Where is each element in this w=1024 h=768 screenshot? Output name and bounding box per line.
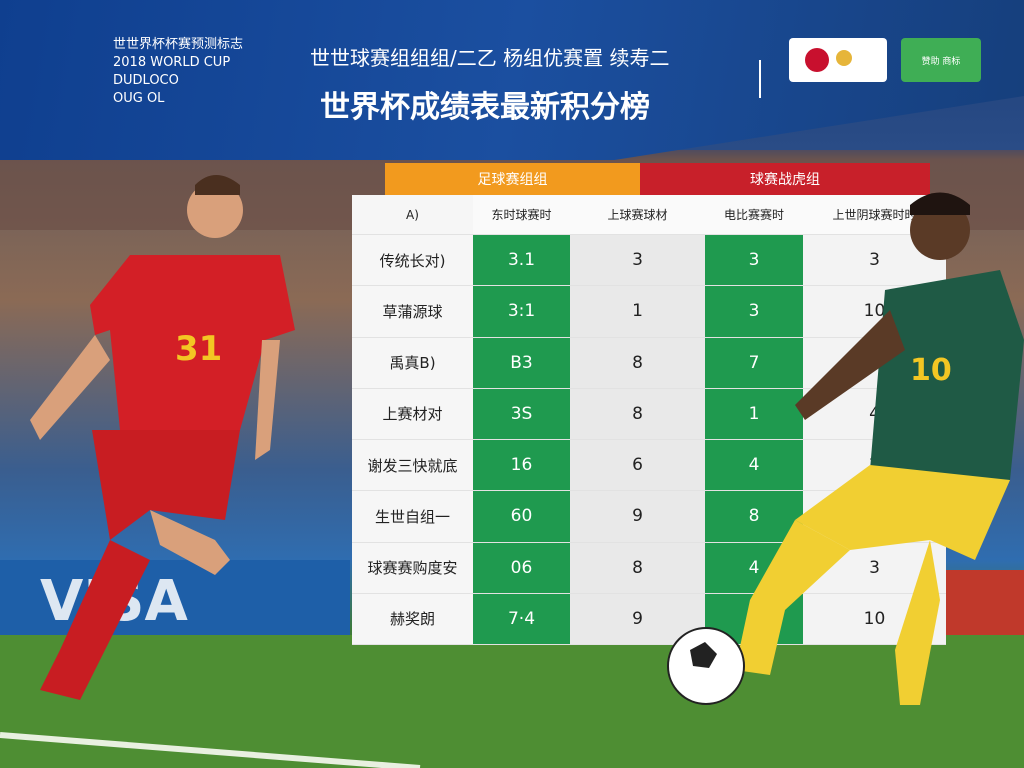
- team-name: 禹真B): [352, 337, 473, 389]
- table-cell: 6: [570, 440, 705, 492]
- table-cell: 7·4: [473, 593, 570, 645]
- sponsor-button[interactable]: 赞助 商标: [901, 38, 981, 82]
- logo-line: OUG OL: [113, 91, 165, 106]
- logo-line: DUDLOCO: [113, 73, 179, 88]
- team-name: 赫奖朗: [352, 593, 473, 645]
- table-cell: 3: [570, 235, 705, 287]
- svg-text:10: 10: [910, 353, 952, 388]
- team-name: 谢发三快就底: [352, 440, 473, 492]
- team-name: 传统长对): [352, 235, 473, 287]
- table-cell: 3S: [473, 388, 570, 440]
- team-name: 上赛材对: [352, 388, 473, 440]
- logo-line: 2018 WORLD CUP: [113, 55, 231, 70]
- table-cell: 3:1: [473, 286, 570, 338]
- title: 世界杯成绩表最新积分榜: [320, 90, 650, 125]
- table-cell: 3: [705, 235, 803, 287]
- table-cell: B3: [473, 337, 570, 389]
- group-header: 足球赛组组: [385, 163, 640, 195]
- group-header: 球赛战虎组: [640, 163, 930, 195]
- table-cell: 8: [705, 491, 803, 543]
- svg-text:31: 31: [175, 329, 222, 369]
- table-cell: 4: [705, 440, 803, 492]
- table-cell: 7: [705, 337, 803, 389]
- table-cell: 8: [570, 388, 705, 440]
- table-cell: 8: [570, 542, 705, 594]
- table-cell: 16: [473, 440, 570, 492]
- table-cell: 9: [570, 491, 705, 543]
- column-header: A): [352, 195, 473, 235]
- subtitle: 世世球赛组组组/二乙 杨组优赛置 续寿二: [310, 46, 670, 70]
- table-cell: 06: [473, 542, 570, 594]
- team-name: 球赛赛购度安: [352, 542, 473, 594]
- column-header: 东时球赛时: [473, 195, 570, 235]
- logo-line: 世世界杯杯赛预测标志: [113, 37, 244, 52]
- table-cell: 1: [705, 388, 803, 440]
- table-cell: 60: [473, 491, 570, 543]
- column-header: 上球赛球材: [570, 195, 705, 235]
- team-name: 生世自组一: [352, 491, 473, 543]
- sponsor-logo: [789, 38, 887, 82]
- sponsor-icon: [805, 48, 852, 72]
- logo-text: 世世界杯杯赛预测标志 2018 WORLD CUP DUDLOCO OUG OL: [113, 36, 243, 108]
- table-cell: 1: [570, 286, 705, 338]
- table-cell: 3.1: [473, 235, 570, 287]
- team-name: 草蒲源球: [352, 286, 473, 338]
- table-cell: 8: [570, 337, 705, 389]
- column-header: 电比赛赛时: [705, 195, 803, 235]
- divider: [759, 60, 761, 98]
- foreground-art: 10: [667, 192, 1024, 705]
- table-cell: 3: [705, 286, 803, 338]
